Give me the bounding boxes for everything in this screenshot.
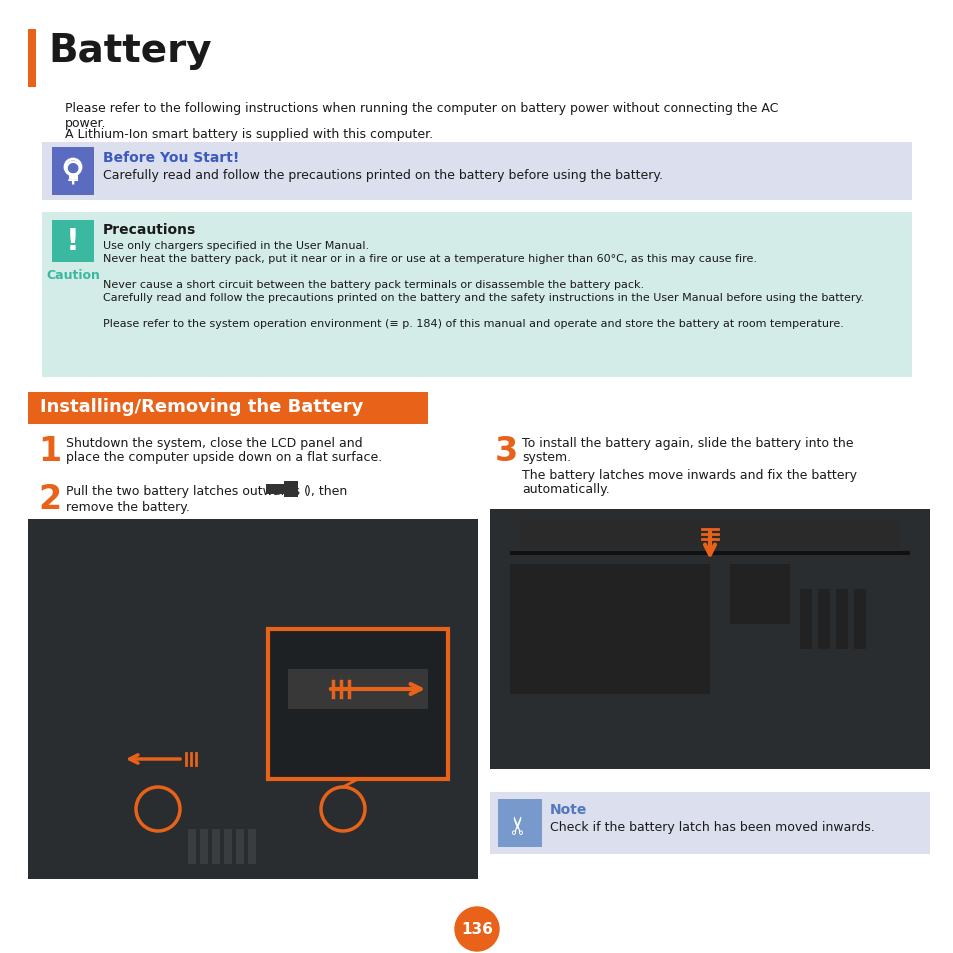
Bar — [519, 519, 899, 547]
Text: ✂: ✂ — [507, 813, 532, 834]
Bar — [835, 589, 847, 649]
Text: A Lithium-Ion smart battery is supplied with this computer.: A Lithium-Ion smart battery is supplied … — [65, 128, 433, 141]
Bar — [729, 564, 789, 624]
Text: The battery latches move inwards and fix the battery: The battery latches move inwards and fix… — [521, 469, 856, 481]
Bar — [266, 484, 288, 495]
Text: place the computer upside down on a flat surface.: place the computer upside down on a flat… — [66, 451, 382, 463]
Text: system.: system. — [521, 451, 571, 463]
Text: ♀: ♀ — [63, 158, 83, 186]
Bar — [52, 221, 94, 263]
Text: remove the battery.: remove the battery. — [66, 500, 190, 514]
Text: Precautions: Precautions — [103, 223, 196, 236]
Text: !: ! — [66, 227, 80, 256]
Text: Battery: Battery — [48, 32, 212, 70]
Bar — [510, 552, 909, 556]
Bar — [817, 589, 829, 649]
Bar — [42, 213, 911, 377]
Text: 136: 136 — [460, 922, 493, 937]
Text: Pull the two battery latches outwards (: Pull the two battery latches outwards ( — [66, 484, 309, 497]
Bar — [212, 829, 220, 859]
Bar — [490, 510, 929, 769]
Text: Before You Start!: Before You Start! — [103, 151, 239, 165]
Bar — [28, 393, 428, 424]
Text: Use only chargers specified in the User Manual.: Use only chargers specified in the User … — [103, 241, 369, 251]
Bar — [497, 800, 541, 847]
Text: 3: 3 — [495, 435, 517, 468]
Text: Carefully read and follow the precautions printed on the battery before using th: Carefully read and follow the precaution… — [103, 169, 662, 182]
Text: Carefully read and follow the precautions printed on the battery and the safety : Carefully read and follow the precaution… — [103, 293, 863, 303]
Text: Never heat the battery pack, put it near or in a fire or use at a temperature hi: Never heat the battery pack, put it near… — [103, 253, 757, 264]
Text: ), then: ), then — [306, 484, 347, 497]
Text: Please refer to the following instructions when running the computer on battery : Please refer to the following instructio… — [65, 102, 778, 130]
Bar — [853, 589, 865, 649]
Text: automatically.: automatically. — [521, 482, 609, 496]
Bar — [288, 669, 428, 709]
Text: Please refer to the system operation environment (≡ p. 184) of this manual and o: Please refer to the system operation env… — [103, 318, 843, 329]
Bar — [248, 829, 255, 859]
Text: Caution: Caution — [46, 269, 100, 282]
Circle shape — [455, 907, 498, 951]
Bar — [28, 519, 477, 879]
Text: Check if the battery latch has been moved inwards.: Check if the battery latch has been move… — [550, 821, 874, 833]
Text: Note: Note — [550, 802, 587, 816]
Text: 2: 2 — [38, 482, 61, 516]
Text: Shutdown the system, close the LCD panel and: Shutdown the system, close the LCD panel… — [66, 436, 362, 450]
Bar — [42, 143, 911, 201]
Bar — [188, 849, 195, 864]
Text: Installing/Removing the Battery: Installing/Removing the Battery — [40, 397, 363, 416]
Bar — [28, 30, 36, 88]
Bar — [248, 849, 255, 864]
Bar — [200, 829, 208, 859]
Bar — [52, 148, 94, 195]
Bar — [235, 829, 244, 859]
Bar — [235, 849, 244, 864]
Bar — [224, 849, 232, 864]
Bar — [800, 589, 811, 649]
Bar — [188, 829, 195, 859]
Bar — [224, 829, 232, 859]
Bar — [268, 629, 448, 780]
Bar — [284, 481, 297, 497]
Bar — [212, 849, 220, 864]
Bar — [519, 519, 899, 547]
Text: To install the battery again, slide the battery into the: To install the battery again, slide the … — [521, 436, 853, 450]
Text: Never cause a short circuit between the battery pack terminals or disassemble th: Never cause a short circuit between the … — [103, 280, 643, 290]
Bar — [490, 792, 929, 854]
Text: 1: 1 — [38, 435, 61, 468]
Bar — [200, 849, 208, 864]
Bar — [510, 564, 709, 695]
